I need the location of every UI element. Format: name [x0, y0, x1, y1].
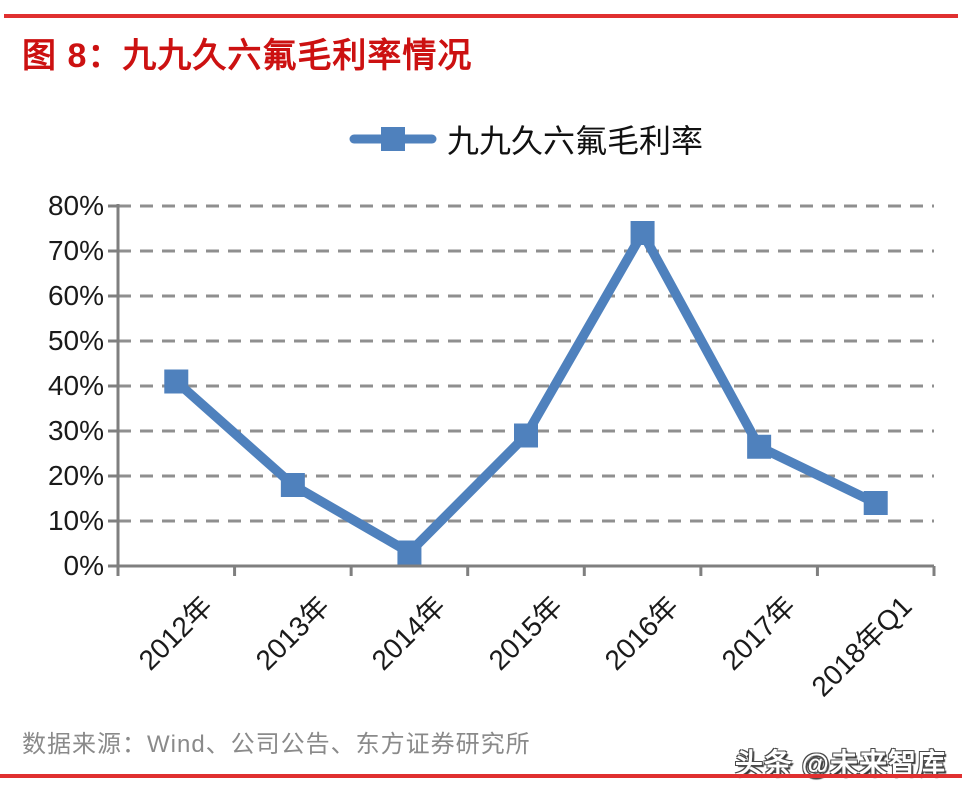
- source-note: 数据来源：Wind、公司公告、东方证券研究所: [22, 731, 531, 758]
- legend-label: 九九久六氟毛利率: [446, 123, 703, 159]
- y-axis-tick-label: 30%: [47, 415, 104, 446]
- y-axis-tick-label: 70%: [47, 235, 104, 266]
- legend: 九九久六氟毛利率: [118, 116, 934, 162]
- y-axis-tick-label: 60%: [47, 280, 104, 311]
- x-axis-tick-label: 2015年: [482, 590, 569, 677]
- series-line-marker-icon: [349, 127, 437, 151]
- y-axis-tick-label: 20%: [47, 460, 104, 491]
- bottom-rule: [0, 774, 962, 778]
- x-axis-tick-label: 2013年: [249, 590, 336, 677]
- figure-title: 图 8：九九久六氟毛利率情况: [22, 37, 473, 75]
- x-axis-tick-label: 2012年: [132, 590, 219, 677]
- y-axis-tick-label: 0%: [63, 550, 104, 581]
- data-point-marker: [863, 491, 888, 515]
- y-axis-tick-label: 50%: [47, 325, 104, 356]
- data-point-marker: [630, 221, 655, 245]
- series-line: [171, 228, 881, 558]
- data-point-marker: [280, 473, 305, 497]
- y-axis-tick-label: 10%: [47, 505, 104, 536]
- data-point-marker: [747, 434, 772, 459]
- data-point-marker: [397, 540, 422, 565]
- x-axis-tick-label: 2018年Q1: [805, 590, 918, 703]
- data-point-marker: [164, 369, 189, 394]
- x-axis-tick-label: 2016年: [598, 590, 685, 677]
- y-axis-tick-label: 40%: [47, 370, 104, 401]
- data-point-marker: [514, 423, 538, 448]
- y-axis-tick-label: 80%: [47, 190, 104, 221]
- top-rule: [4, 14, 958, 18]
- x-axis-tick-label: 2017年: [715, 590, 802, 677]
- watermark: 头条 @未来智库: [734, 748, 946, 779]
- x-axis-tick-label: 2014年: [365, 590, 452, 677]
